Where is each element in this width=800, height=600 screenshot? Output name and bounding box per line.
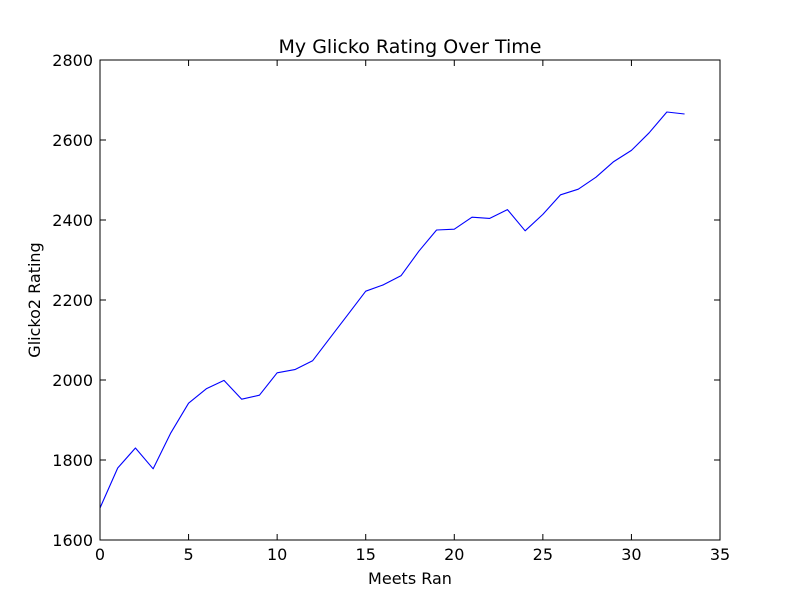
data-point — [471, 217, 472, 218]
x-tick-label: 5 — [183, 545, 193, 564]
data-point — [595, 177, 596, 178]
plot-frame — [99, 59, 721, 541]
y-tick-label: 2200 — [52, 291, 93, 310]
plot-background — [100, 60, 720, 540]
data-point — [206, 388, 207, 389]
data-point — [525, 230, 526, 231]
data-point — [170, 432, 171, 433]
x-tick-label: 20 — [444, 545, 464, 564]
data-point — [223, 380, 224, 381]
data-point — [631, 150, 632, 151]
x-axis-label: Meets Ran — [368, 569, 452, 588]
y-tick-label: 1600 — [52, 531, 93, 550]
y-tick-label: 2400 — [52, 211, 93, 230]
data-point — [418, 251, 419, 252]
data-point — [259, 395, 260, 396]
rating-series-line — [99, 111, 685, 509]
data-point — [330, 337, 331, 338]
data-point — [188, 403, 189, 404]
data-point — [649, 132, 650, 133]
data-point — [135, 447, 136, 448]
x-tick-label: 0 — [95, 545, 105, 564]
data-point — [365, 291, 366, 292]
data-point — [436, 229, 437, 230]
data-point — [117, 467, 118, 468]
data-point — [312, 360, 313, 361]
x-tick-label: 25 — [533, 545, 553, 564]
x-tick-label: 10 — [267, 545, 287, 564]
tick-labels: 0 5 10 15 20 25 30 35 1600 1800 2000 2200 2400 2600 28… — [52, 51, 730, 564]
data-point — [294, 369, 295, 370]
y-axis-label: Glicko2 Rating — [25, 242, 44, 357]
data-point — [454, 229, 455, 230]
data-point — [489, 218, 490, 219]
y-tick-label: 2000 — [52, 371, 93, 390]
y-tick-label: 2800 — [52, 51, 93, 70]
x-tick-label: 30 — [621, 545, 641, 564]
data-point — [153, 468, 154, 469]
data-point — [347, 314, 348, 315]
data-point — [542, 214, 543, 215]
data-point — [578, 189, 579, 190]
chart-title: My Glicko Rating Over Time — [279, 36, 542, 58]
data-point — [684, 113, 685, 114]
data-point — [241, 399, 242, 400]
data-point — [613, 161, 614, 162]
x-tick-label: 35 — [710, 545, 730, 564]
data-point — [401, 275, 402, 276]
y-tick-label: 1800 — [52, 451, 93, 470]
data-point — [507, 209, 508, 210]
data-point — [560, 194, 561, 195]
series-layer — [99, 111, 685, 509]
data-point — [666, 111, 667, 112]
data-point — [277, 372, 278, 373]
x-tick-label: 15 — [356, 545, 376, 564]
data-point — [383, 284, 384, 285]
y-tick-label: 2600 — [52, 131, 93, 150]
